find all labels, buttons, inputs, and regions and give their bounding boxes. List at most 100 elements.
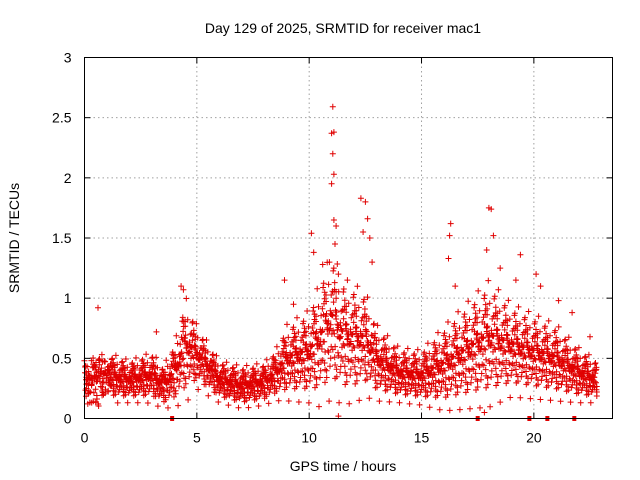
data-point <box>339 358 346 364</box>
data-point <box>255 403 262 409</box>
data-point <box>362 198 369 205</box>
data-point <box>496 308 503 315</box>
data-point <box>558 354 565 361</box>
data-point <box>118 378 125 385</box>
data-point <box>449 366 456 373</box>
data-point <box>364 376 370 383</box>
data-point <box>98 351 105 358</box>
data-point <box>568 384 575 391</box>
data-point <box>367 373 374 380</box>
data-point <box>112 369 119 376</box>
data-point <box>453 330 460 337</box>
data-point <box>375 337 382 344</box>
data-point <box>338 354 345 361</box>
data-point <box>357 370 364 377</box>
data-point <box>243 362 250 369</box>
data-point <box>490 232 497 239</box>
data-point <box>384 332 391 339</box>
data-point <box>488 327 495 334</box>
data-point <box>521 335 528 342</box>
data-point <box>102 358 109 365</box>
data-point <box>485 277 492 284</box>
data-point <box>452 283 459 290</box>
data-point <box>285 334 292 341</box>
data-point <box>180 286 187 293</box>
data-point <box>295 399 302 405</box>
data-point <box>514 336 521 342</box>
data-point <box>350 319 357 326</box>
data-point <box>377 362 384 369</box>
data-point <box>410 352 417 359</box>
data-point <box>577 355 584 362</box>
data-point <box>451 320 458 327</box>
data-point <box>360 321 367 328</box>
data-point <box>508 346 515 353</box>
data-point <box>371 359 378 366</box>
y-tick-label: 3 <box>64 50 72 66</box>
data-point <box>531 355 538 362</box>
data-point <box>152 370 159 377</box>
data-point <box>142 368 149 375</box>
data-point <box>189 318 196 325</box>
data-point <box>488 374 495 381</box>
data-point <box>325 349 332 356</box>
data-point <box>485 337 492 344</box>
data-point <box>357 195 364 202</box>
data-point <box>368 363 375 370</box>
data-point <box>376 398 383 405</box>
data-point <box>367 339 374 346</box>
data-point <box>472 352 479 359</box>
data-point <box>297 374 304 381</box>
data-point <box>124 399 131 406</box>
data-point <box>545 346 551 352</box>
data-point <box>186 369 193 376</box>
data-point <box>213 352 220 359</box>
data-point <box>593 393 600 399</box>
data-point <box>461 356 468 363</box>
data-point <box>329 312 336 319</box>
data-point <box>547 332 553 339</box>
data-point <box>93 359 99 366</box>
data-point <box>273 343 280 350</box>
data-point <box>491 321 498 328</box>
data-point <box>273 388 280 395</box>
data-point <box>412 380 419 387</box>
data-point <box>176 383 182 390</box>
data-point <box>90 355 97 361</box>
data-point <box>501 326 508 333</box>
data-point <box>557 398 564 405</box>
data-point <box>362 367 369 374</box>
data-point <box>492 304 499 311</box>
data-point <box>468 374 475 381</box>
data-point <box>494 326 501 333</box>
data-point <box>512 277 519 284</box>
data-point <box>404 390 411 397</box>
data-point <box>327 325 333 332</box>
data-point <box>307 372 314 379</box>
data-point <box>488 206 495 213</box>
data-point <box>436 342 443 349</box>
data-point <box>205 392 212 399</box>
data-point <box>451 361 457 368</box>
data-point <box>548 349 555 356</box>
data-point <box>229 382 236 389</box>
data-point <box>321 289 328 296</box>
data-point <box>310 304 317 311</box>
data-point <box>537 396 544 403</box>
data-point <box>197 353 204 360</box>
data-point <box>133 354 139 361</box>
data-point <box>478 370 485 377</box>
data-point <box>450 353 457 360</box>
data-point <box>292 333 299 340</box>
data-point <box>276 383 283 390</box>
data-point <box>333 309 340 316</box>
data-point <box>430 364 437 371</box>
data-point <box>327 321 334 328</box>
data-point <box>193 320 200 327</box>
data-point <box>163 357 170 364</box>
data-point <box>323 298 330 305</box>
data-point <box>506 361 513 368</box>
data-point <box>566 375 573 382</box>
x-tick-label: 10 <box>301 430 317 446</box>
y-tick-label: 1 <box>64 290 72 306</box>
